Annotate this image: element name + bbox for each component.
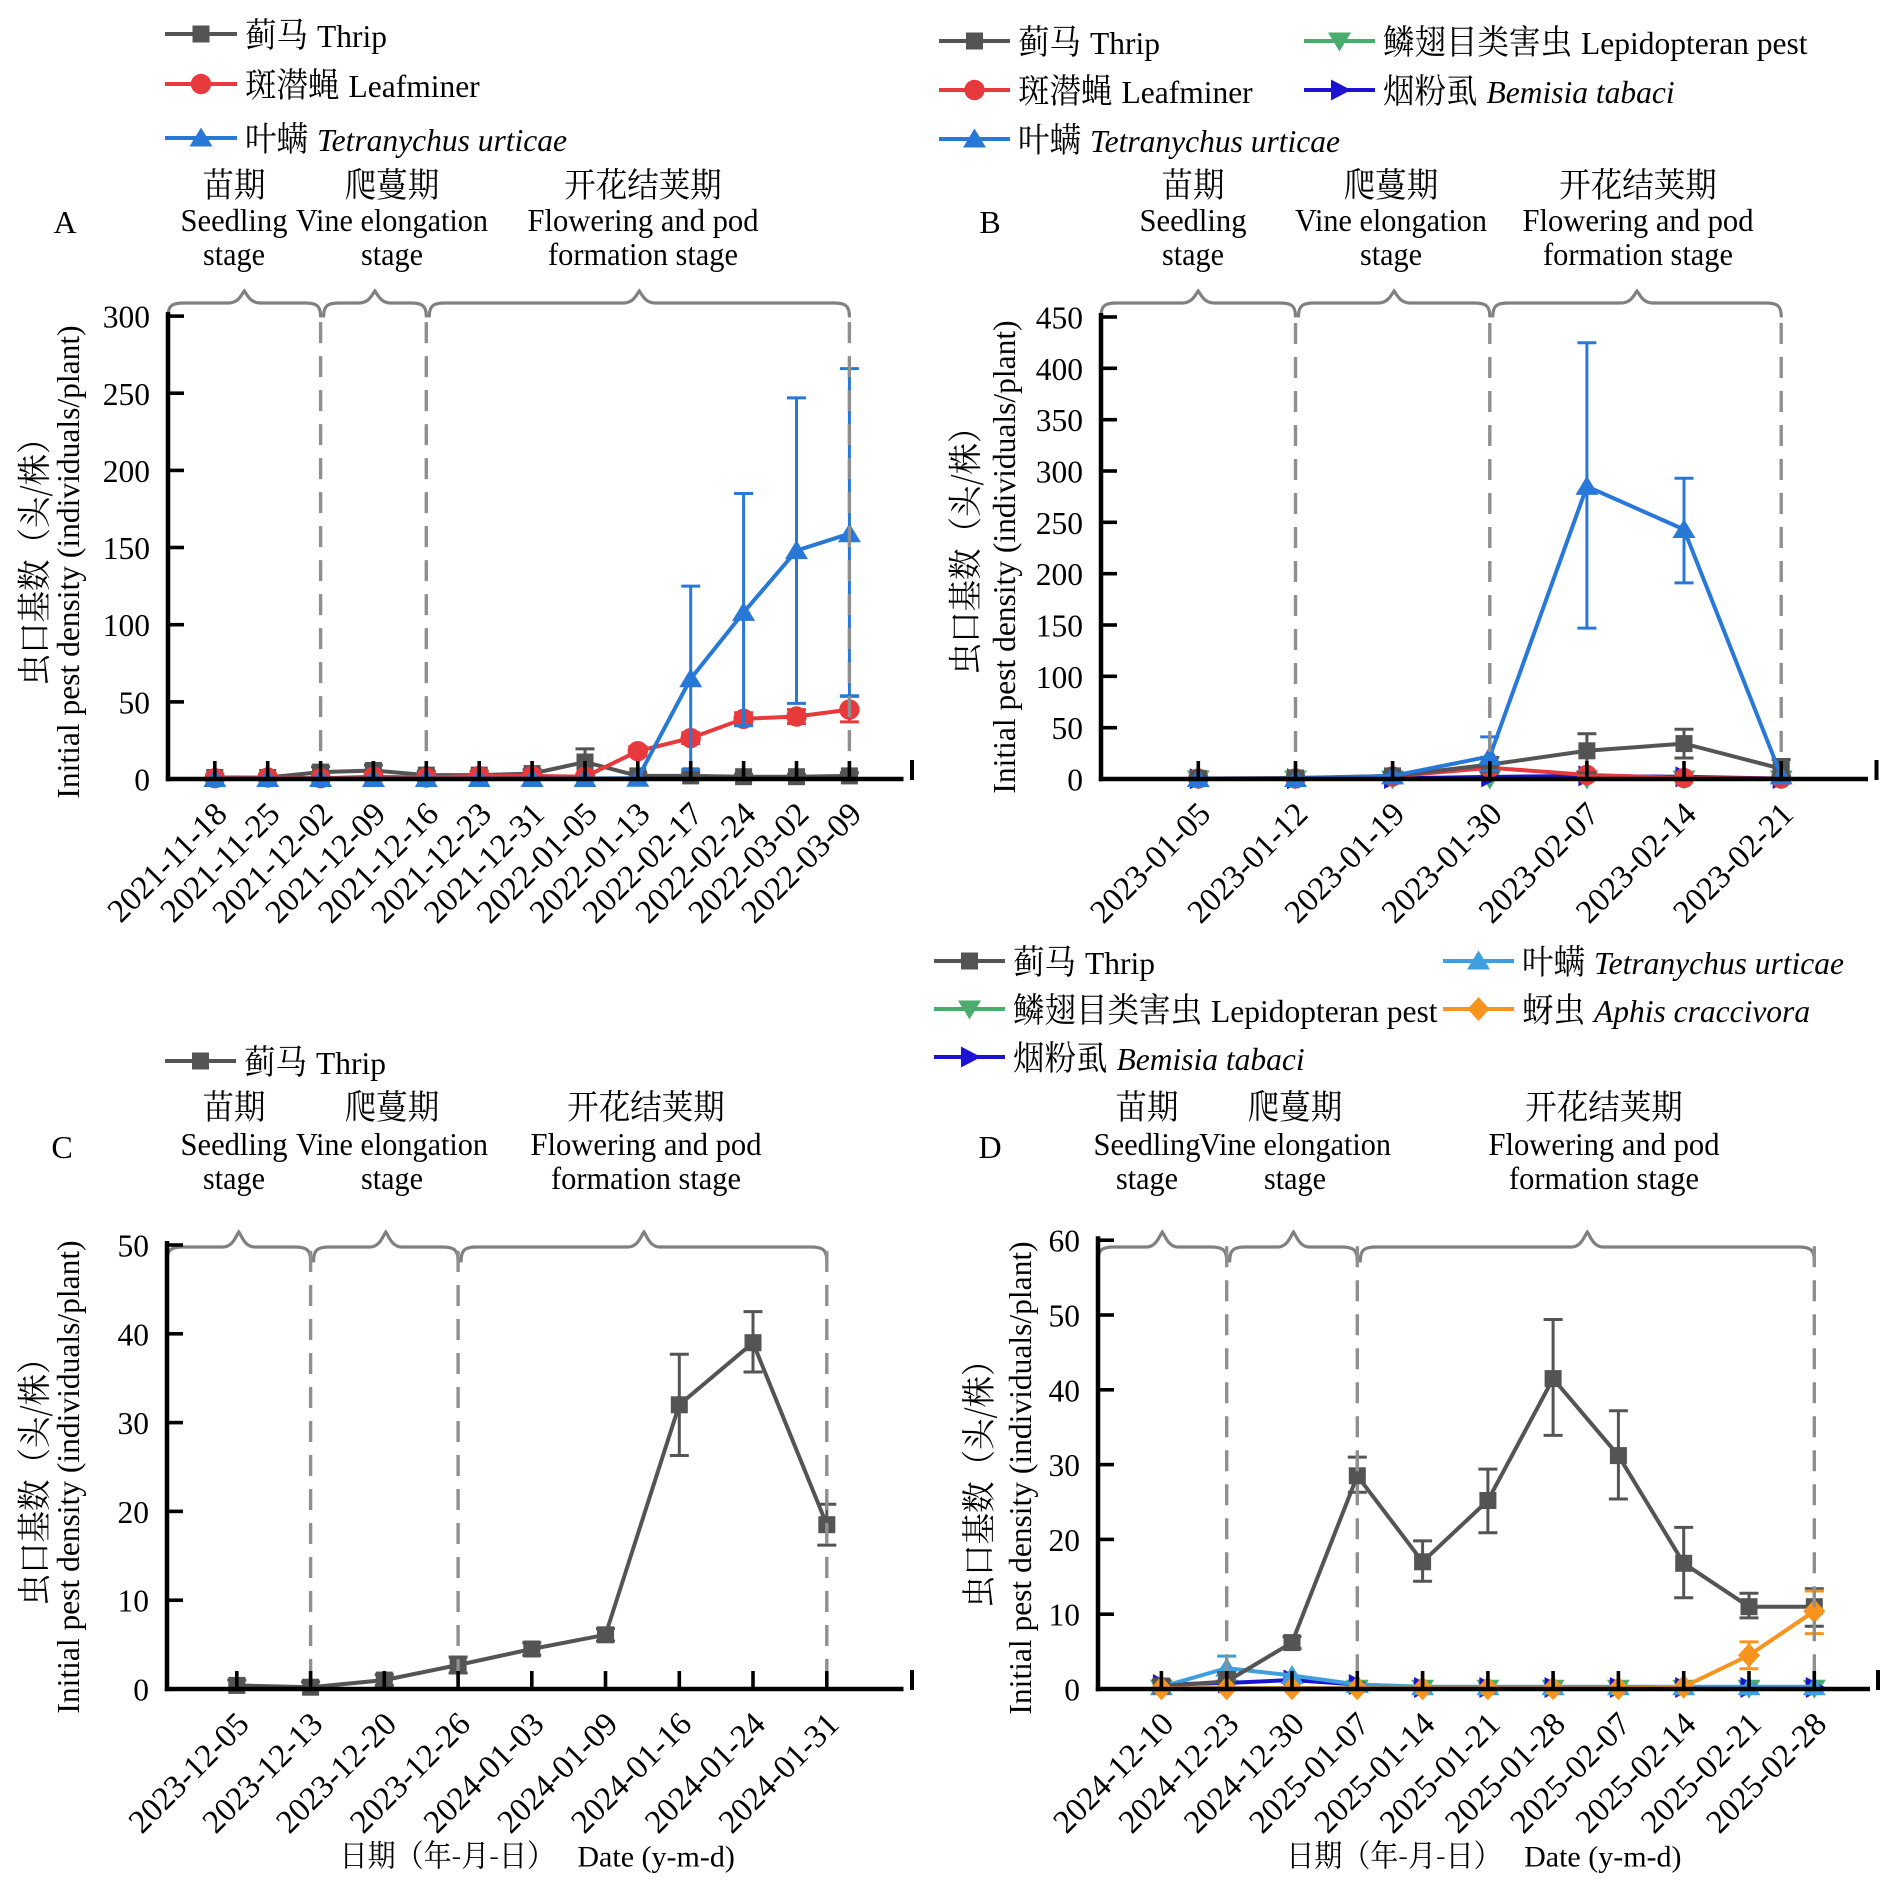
svg-text:stage: stage (1116, 1160, 1178, 1196)
svg-text:10: 10 (1049, 1598, 1081, 1633)
svg-text:40: 40 (118, 1317, 150, 1352)
svg-text:150: 150 (1036, 609, 1083, 644)
svg-text:30: 30 (118, 1406, 150, 1441)
svg-text:200: 200 (103, 454, 150, 489)
svg-text:Aphis craccivora: Aphis craccivora (1592, 994, 1810, 1029)
svg-text:Tetranychus urticae: Tetranychus urticae (317, 123, 567, 158)
svg-text:Initial pest density (individu: Initial pest density (individuals/plant) (987, 320, 1022, 793)
svg-text:stage: stage (361, 1160, 423, 1196)
svg-text:A: A (53, 204, 76, 240)
svg-text:Date (y-m-d): Date (y-m-d) (1524, 1841, 1681, 1874)
svg-text:Flowering and pod: Flowering and pod (1523, 202, 1754, 238)
svg-text:Vine elongation: Vine elongation (296, 202, 488, 238)
svg-text:Flowering and pod: Flowering and pod (531, 1126, 762, 1162)
svg-text:200: 200 (1036, 557, 1083, 592)
svg-text:Leafminer: Leafminer (1122, 75, 1254, 110)
svg-text:Thrip: Thrip (1085, 946, 1155, 981)
svg-text:0: 0 (133, 1673, 149, 1708)
svg-text:Lepidopteran pest: Lepidopteran pest (1581, 26, 1808, 61)
svg-text:350: 350 (1036, 403, 1083, 438)
svg-text:Flowering and pod: Flowering and pod (1489, 1126, 1720, 1162)
svg-text:10: 10 (118, 1584, 150, 1619)
svg-text:60: 60 (1049, 1224, 1081, 1259)
svg-text:250: 250 (103, 377, 150, 412)
svg-text:300: 300 (1036, 455, 1083, 490)
svg-text:0: 0 (1064, 1673, 1080, 1708)
svg-text:Bemisia tabaci: Bemisia tabaci (1487, 75, 1675, 110)
svg-text:450: 450 (1036, 301, 1083, 336)
svg-text:400: 400 (1036, 352, 1083, 387)
svg-text:Seedling: Seedling (181, 1126, 288, 1162)
svg-text:Bemisia tabaci: Bemisia tabaci (1117, 1042, 1305, 1077)
svg-text:stage: stage (1162, 236, 1224, 272)
svg-text:stage: stage (1264, 1160, 1326, 1196)
svg-text:50: 50 (119, 685, 151, 720)
svg-text:30: 30 (1049, 1448, 1081, 1483)
svg-text:stage: stage (203, 236, 265, 272)
svg-text:300: 300 (103, 300, 150, 335)
svg-text:D: D (978, 1129, 1001, 1165)
svg-text:formation stage: formation stage (551, 1160, 741, 1196)
svg-text:40: 40 (1049, 1373, 1081, 1408)
svg-text:Initial pest density (individu: Initial pest density (individuals/plant) (51, 325, 86, 798)
svg-text:0: 0 (134, 763, 150, 798)
svg-text:Vine elongation: Vine elongation (1199, 1126, 1391, 1162)
svg-text:Vine elongation: Vine elongation (296, 1126, 488, 1162)
svg-text:stage: stage (361, 236, 423, 272)
svg-text:50: 50 (118, 1229, 150, 1264)
svg-text:stage: stage (1360, 236, 1422, 272)
svg-text:20: 20 (1049, 1523, 1081, 1558)
svg-text:Vine elongation: Vine elongation (1295, 202, 1487, 238)
svg-text:C: C (51, 1129, 72, 1165)
svg-text:stage: stage (203, 1160, 265, 1196)
svg-text:Flowering and pod: Flowering and pod (528, 202, 759, 238)
svg-text:150: 150 (103, 531, 150, 566)
svg-text:Tetranychus urticae: Tetranychus urticae (1594, 946, 1844, 981)
svg-text:0: 0 (1067, 763, 1083, 798)
svg-text:Initial pest density (individu: Initial pest density (individuals/plant) (51, 1240, 86, 1713)
svg-text:Thrip: Thrip (1090, 26, 1160, 61)
svg-text:100: 100 (1036, 660, 1083, 695)
svg-text:50: 50 (1052, 711, 1084, 746)
svg-text:Initial pest density (individu: Initial pest density (individuals/plant) (1003, 1241, 1038, 1714)
svg-text:B: B (979, 204, 1000, 240)
svg-text:formation stage: formation stage (1543, 236, 1733, 272)
svg-text:100: 100 (103, 608, 150, 643)
svg-text:Leafminer: Leafminer (349, 69, 481, 104)
svg-text:250: 250 (1036, 506, 1083, 541)
svg-text:50: 50 (1049, 1299, 1081, 1334)
svg-text:Tetranychus urticae: Tetranychus urticae (1090, 124, 1340, 159)
svg-text:Date (y-m-d): Date (y-m-d) (577, 1841, 734, 1874)
svg-text:20: 20 (118, 1495, 150, 1530)
svg-text:Thrip: Thrip (317, 19, 387, 54)
svg-text:Seedling: Seedling (181, 202, 288, 238)
svg-text:Seedling: Seedling (1140, 202, 1247, 238)
svg-text:Seedling: Seedling (1094, 1126, 1201, 1162)
svg-text:Thrip: Thrip (316, 1046, 386, 1081)
svg-text:formation stage: formation stage (1509, 1160, 1699, 1196)
svg-text:Lepidopteran pest: Lepidopteran pest (1211, 994, 1438, 1029)
svg-text:formation stage: formation stage (548, 236, 738, 272)
